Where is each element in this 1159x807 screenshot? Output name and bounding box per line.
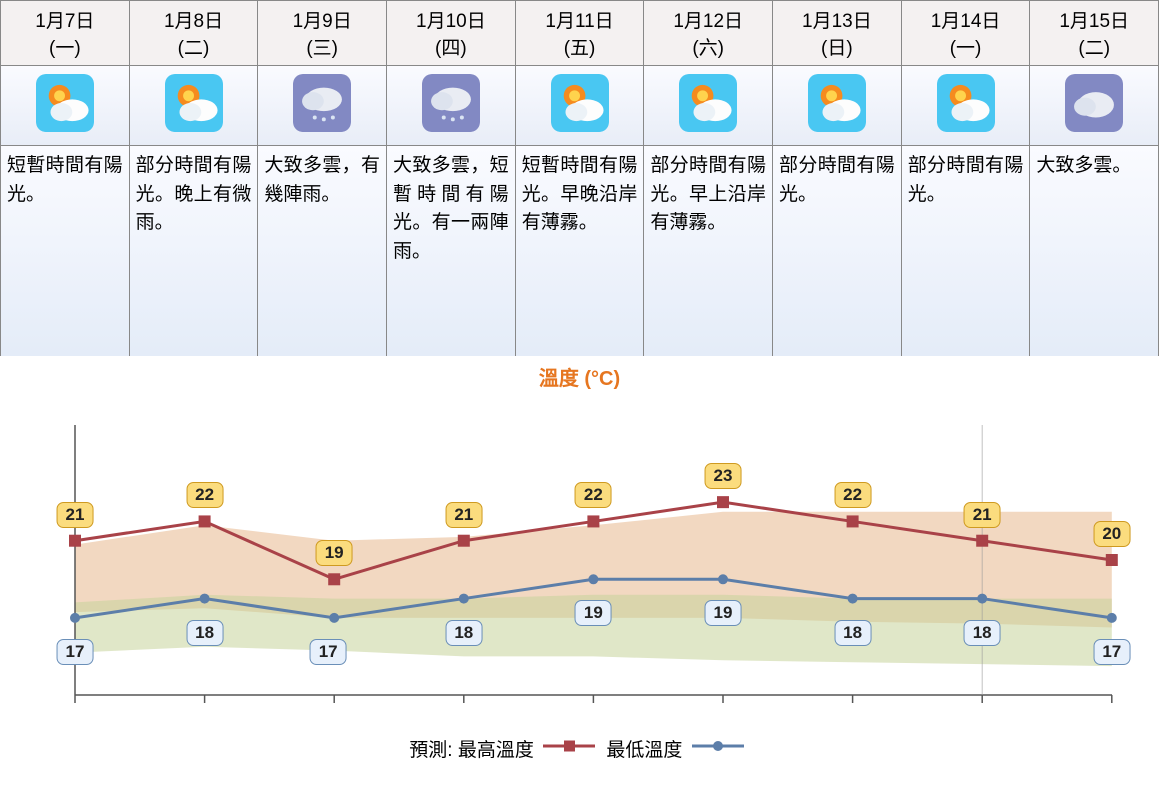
- day-dow: (一): [3, 33, 127, 60]
- day-header: 1月12日(六): [644, 1, 772, 66]
- chart-section: 溫度 (°C) 21 22 19 21 22 23 22 21 20 17 18 17 18 19 19 18…: [0, 356, 1159, 776]
- high-temp-badge: 19: [316, 540, 353, 566]
- day-dow: (五): [518, 33, 642, 60]
- low-temp-badge: 19: [575, 600, 612, 626]
- day-header: 1月14日(一): [902, 1, 1030, 66]
- day-date: 1月10日: [389, 6, 513, 33]
- day-date: 1月9日: [260, 6, 384, 33]
- day-header: 1月8日(二): [130, 1, 258, 66]
- weather-icon: [1, 66, 129, 146]
- high-temp-badge: 21: [445, 502, 482, 528]
- day-column: 1月14日(一) 部分時間有陽光。: [902, 0, 1031, 356]
- day-header: 1月11日(五): [516, 1, 644, 66]
- high-temp-badge: 22: [834, 482, 871, 508]
- weather-icon: [902, 66, 1030, 146]
- low-temp-badge: 17: [57, 639, 94, 665]
- weather-icon: [516, 66, 644, 146]
- weather-icon: [258, 66, 386, 146]
- day-column: 1月11日(五) 短暫時間有陽光。早晚沿岸有薄霧。: [516, 0, 645, 356]
- day-date: 1月8日: [132, 6, 256, 33]
- day-description: 部分時間有陽光。: [773, 146, 901, 356]
- temperature-chart: [0, 395, 1159, 725]
- low-temp-badge: 18: [445, 620, 482, 646]
- legend-high-label: 最高溫度: [458, 740, 534, 761]
- day-dow: (二): [1032, 33, 1156, 60]
- forecast-table: 1月7日(一) 短暫時間有陽光。1月8日(二) 部分時間有陽光。晚上有微雨。1月…: [0, 0, 1159, 356]
- day-description: 部分時間有陽光。: [902, 146, 1030, 356]
- high-temp-badge: 23: [705, 463, 742, 489]
- day-column: 1月15日(二) 大致多雲。: [1030, 0, 1159, 356]
- chart-title: 溫度 (°C): [0, 362, 1159, 391]
- day-header: 1月7日(一): [1, 1, 129, 66]
- high-temp-badge: 22: [575, 482, 612, 508]
- legend-low-swatch: [692, 738, 744, 760]
- weather-icon: [644, 66, 772, 146]
- weather-icon: [387, 66, 515, 146]
- day-header: 1月9日(三): [258, 1, 386, 66]
- day-description: 大致多雲，短暫時間有陽光。有一兩陣雨。: [387, 146, 515, 356]
- day-date: 1月15日: [1032, 6, 1156, 33]
- day-dow: (日): [775, 33, 899, 60]
- low-temp-badge: 19: [705, 600, 742, 626]
- weather-icon: [130, 66, 258, 146]
- legend-prefix: 預測:: [409, 740, 452, 761]
- weather-icon: [1030, 66, 1158, 146]
- chart-wrap: 21 22 19 21 22 23 22 21 20 17 18 17 18 19 19 18 18 17: [0, 395, 1159, 725]
- legend-low-label: 最低溫度: [606, 740, 682, 761]
- day-date: 1月7日: [3, 6, 127, 33]
- low-temp-badge: 17: [310, 639, 347, 665]
- day-dow: (六): [646, 33, 770, 60]
- day-description: 短暫時間有陽光。早晚沿岸有薄霧。: [516, 146, 644, 356]
- low-temp-badge: 17: [1093, 639, 1130, 665]
- day-header: 1月10日(四): [387, 1, 515, 66]
- day-header: 1月13日(日): [773, 1, 901, 66]
- high-temp-badge: 22: [186, 482, 223, 508]
- chart-legend: 預測: 最高溫度 最低溫度: [0, 725, 1159, 768]
- day-dow: (二): [132, 33, 256, 60]
- day-date: 1月14日: [904, 6, 1028, 33]
- day-dow: (四): [389, 33, 513, 60]
- day-description: 部分時間有陽光。晚上有微雨。: [130, 146, 258, 356]
- day-column: 1月10日(四) 大致多雲，短暫時間有陽光。有一兩陣雨。: [387, 0, 516, 356]
- day-column: 1月7日(一) 短暫時間有陽光。: [1, 0, 130, 356]
- day-column: 1月13日(日) 部分時間有陽光。: [773, 0, 902, 356]
- day-description: 部分時間有陽光。早上沿岸有薄霧。: [644, 146, 772, 356]
- high-temp-badge: 21: [57, 502, 94, 528]
- low-temp-badge: 18: [186, 620, 223, 646]
- low-temp-badge: 18: [834, 620, 871, 646]
- high-temp-badge: 21: [964, 502, 1001, 528]
- day-header: 1月15日(二): [1030, 1, 1158, 66]
- day-column: 1月12日(六) 部分時間有陽光。早上沿岸有薄霧。: [644, 0, 773, 356]
- low-temp-badge: 18: [964, 620, 1001, 646]
- legend-high-swatch: [543, 738, 595, 760]
- day-column: 1月8日(二) 部分時間有陽光。晚上有微雨。: [130, 0, 259, 356]
- day-description: 短暫時間有陽光。: [1, 146, 129, 356]
- day-dow: (三): [260, 33, 384, 60]
- day-date: 1月12日: [646, 6, 770, 33]
- day-date: 1月11日: [518, 6, 642, 33]
- high-temp-badge: 20: [1093, 521, 1130, 547]
- day-dow: (一): [904, 33, 1028, 60]
- day-description: 大致多雲，有幾陣雨。: [258, 146, 386, 356]
- day-description: 大致多雲。: [1030, 146, 1158, 356]
- day-date: 1月13日: [775, 6, 899, 33]
- weather-icon: [773, 66, 901, 146]
- day-column: 1月9日(三) 大致多雲，有幾陣雨。: [258, 0, 387, 356]
